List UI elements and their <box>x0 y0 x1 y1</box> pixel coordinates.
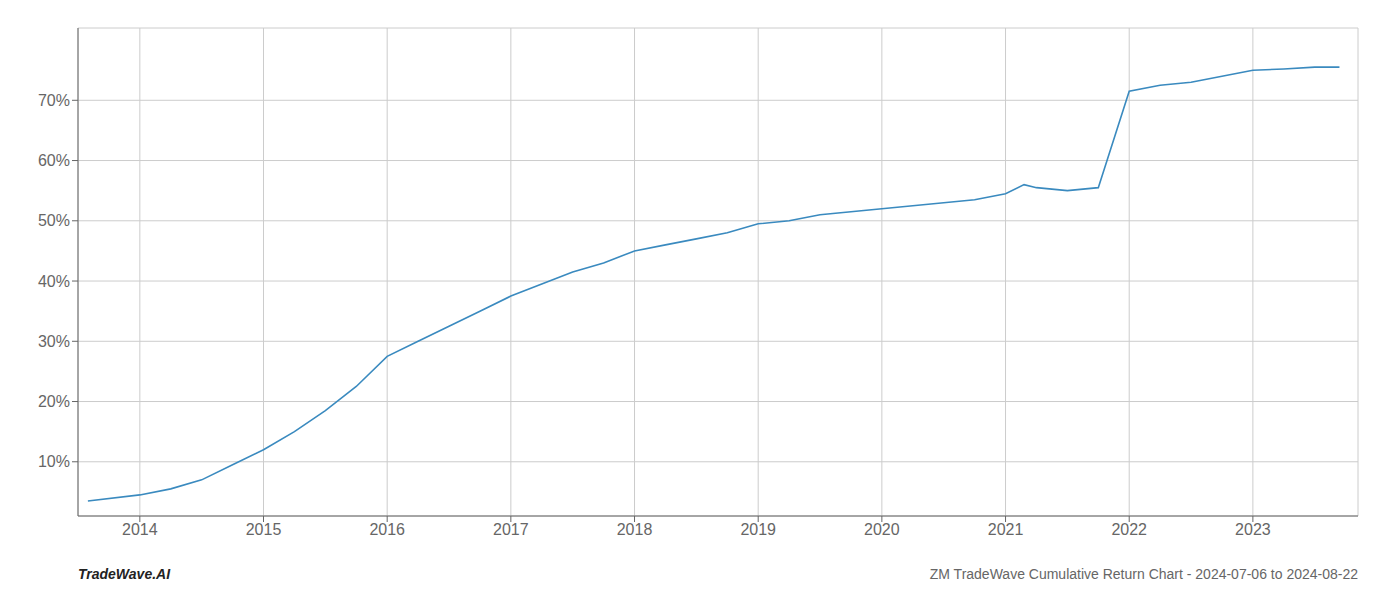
svg-text:2014: 2014 <box>122 521 158 538</box>
svg-text:2018: 2018 <box>617 521 653 538</box>
svg-text:2021: 2021 <box>988 521 1024 538</box>
svg-text:30%: 30% <box>38 333 70 350</box>
svg-text:70%: 70% <box>38 92 70 109</box>
svg-text:50%: 50% <box>38 212 70 229</box>
svg-text:2020: 2020 <box>864 521 900 538</box>
svg-text:2017: 2017 <box>493 521 529 538</box>
html-text:TradeWave.AI: TradeWave.AI <box>78 566 171 582</box>
svg-text:2022: 2022 <box>1111 521 1147 538</box>
svg-text:2023: 2023 <box>1235 521 1271 538</box>
svg-text:2015: 2015 <box>246 521 282 538</box>
html-text:ZM TradeWave Cumulative Return: ZM TradeWave Cumulative Return Chart - 2… <box>929 566 1358 582</box>
svg-text:10%: 10% <box>38 453 70 470</box>
svg-text:40%: 40% <box>38 273 70 290</box>
svg-text:2019: 2019 <box>740 521 776 538</box>
svg-text:60%: 60% <box>38 152 70 169</box>
svg-text:2016: 2016 <box>369 521 405 538</box>
svg-text:20%: 20% <box>38 393 70 410</box>
